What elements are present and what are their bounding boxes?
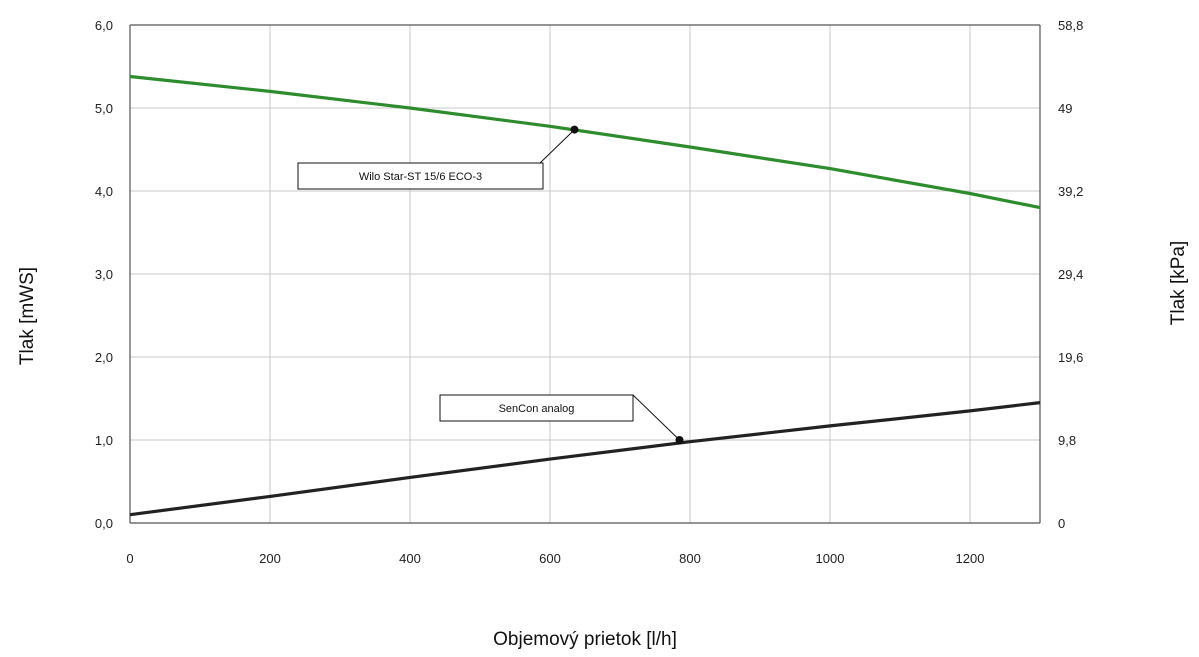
y2-tick-labels: 0 9,8 19,6 29,4 39,2 49 58,8 <box>1058 18 1083 531</box>
callouts: Wilo Star-ST 15/6 ECO-3 SenCon analog <box>297 125 684 444</box>
x-tick-label: 400 <box>399 551 421 566</box>
y-axis-title: Tlak [mWS] <box>17 267 38 365</box>
x-tick-label: 0 <box>126 551 133 566</box>
y2-tick-label: 29,4 <box>1058 267 1083 282</box>
x-tick-label: 1000 <box>816 551 845 566</box>
y-tick-label: 1,0 <box>95 433 113 448</box>
callout-box-1 <box>439 394 634 422</box>
x-tick-label: 600 <box>539 551 561 566</box>
series-lines <box>129 74 1041 517</box>
grid <box>130 24 1040 523</box>
y-tick-label: 5,0 <box>95 101 113 116</box>
y-tick-labels: 0,0 1,0 2,0 3,0 4,0 5,0 6,0 <box>95 18 113 531</box>
y-tick-label: 2,0 <box>95 350 113 365</box>
y2-tick-label: 9,8 <box>1058 433 1076 448</box>
series-line-0 <box>129 74 1041 210</box>
y-tick-label: 0,0 <box>95 516 113 531</box>
y2-tick-label: 0 <box>1058 516 1065 531</box>
x-axis-title: Objemový prietok [l/h] <box>493 629 677 650</box>
series-line-1 <box>129 401 1041 517</box>
y-tick-label: 6,0 <box>95 18 113 33</box>
y-tick-label: 3,0 <box>95 267 113 282</box>
y2-tick-label: 39,2 <box>1058 184 1083 199</box>
y-tick-label: 4,0 <box>95 184 113 199</box>
x-tick-label: 1200 <box>956 551 985 566</box>
y2-tick-label: 49 <box>1058 101 1072 116</box>
callout-marker-0 <box>570 125 579 134</box>
x-tick-labels: 0 200 400 600 800 1000 1200 <box>126 551 984 566</box>
callout-leader-1 <box>632 394 680 441</box>
callout-leader-0 <box>539 129 575 164</box>
y2-axis-title: Tlak [kPa] <box>1168 241 1189 325</box>
axes <box>129 24 1041 524</box>
x-tick-label: 800 <box>679 551 701 566</box>
series-label-0: Wilo Star-ST 15/6 ECO-3 <box>359 171 482 183</box>
x-tick-label: 200 <box>259 551 281 566</box>
y2-tick-label: 58,8 <box>1058 18 1083 33</box>
series-label-1: SenCon analog <box>499 403 575 415</box>
callout-box-0 <box>297 162 544 190</box>
y2-tick-label: 19,6 <box>1058 350 1083 365</box>
callout-marker-1 <box>675 436 684 444</box>
